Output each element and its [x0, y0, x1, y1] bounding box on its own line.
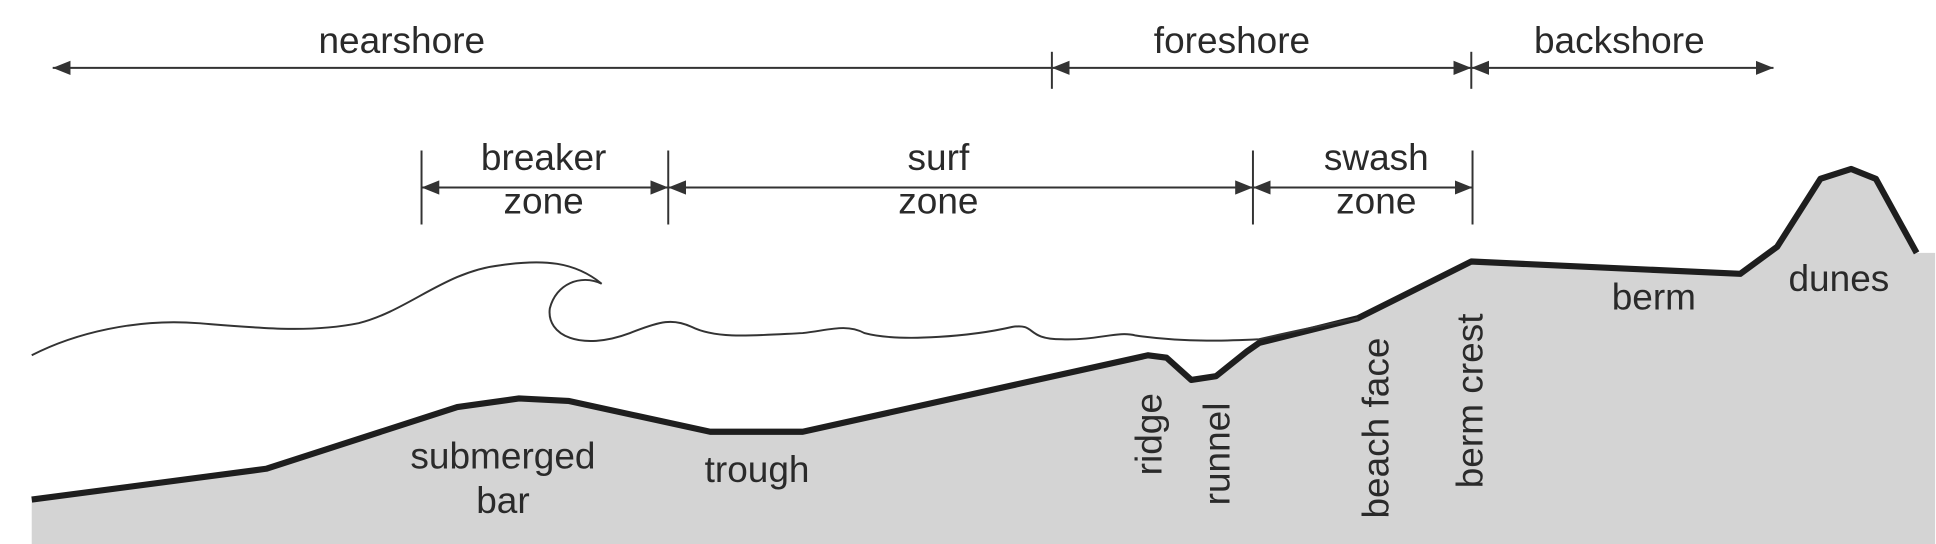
subzone-label: swash: [1324, 137, 1429, 178]
feature-label: beach face: [1356, 338, 1397, 519]
feature-label: runnel: [1196, 403, 1237, 506]
feature-label: trough: [705, 449, 810, 490]
ground: [31, 168, 1936, 544]
subzone-label: zone: [504, 180, 584, 221]
subzone-label: zone: [1336, 180, 1416, 221]
zone-label: foreshore: [1154, 20, 1310, 61]
subzone-label: breaker: [481, 137, 606, 178]
zone-label: nearshore: [318, 20, 485, 61]
feature-label: berm: [1612, 277, 1696, 318]
zone-arrows: [52, 51, 1774, 225]
feature-label: bar: [476, 480, 529, 521]
feature-label: berm crest: [1449, 313, 1490, 488]
feature-label: submerged: [410, 436, 595, 477]
feature-label: dunes: [1788, 258, 1889, 299]
zone-label: backshore: [1534, 20, 1705, 61]
ground-profile: [31, 165, 1920, 503]
subzone-label: zone: [898, 180, 978, 221]
feature-label: ridge: [1129, 393, 1170, 475]
water-surface: [31, 261, 1358, 357]
subzone-label: surf: [908, 137, 970, 178]
